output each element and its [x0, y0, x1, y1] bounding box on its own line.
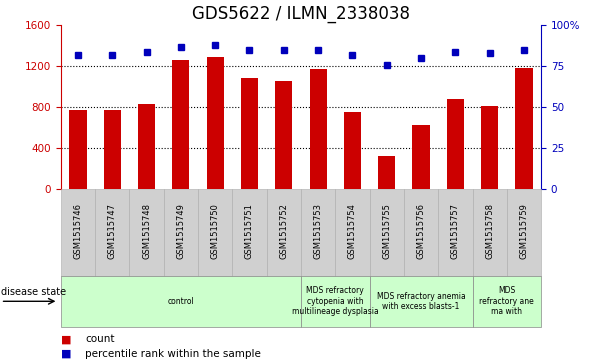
Text: percentile rank within the sample: percentile rank within the sample: [85, 349, 261, 359]
Bar: [104, 110, 121, 189]
Bar: [507, 189, 541, 276]
Title: GDS5622 / ILMN_2338038: GDS5622 / ILMN_2338038: [192, 5, 410, 23]
Bar: [309, 69, 326, 189]
Bar: [241, 78, 258, 189]
Bar: [472, 189, 507, 276]
Bar: [481, 106, 498, 189]
Text: MDS refractory anemia
with excess blasts-1: MDS refractory anemia with excess blasts…: [377, 291, 465, 311]
Text: ■: ■: [61, 349, 71, 359]
Bar: [95, 189, 130, 276]
Bar: [335, 189, 370, 276]
Text: GSM1515749: GSM1515749: [176, 203, 185, 258]
Bar: [344, 112, 361, 189]
Bar: [61, 189, 95, 276]
Text: control: control: [168, 297, 194, 306]
Bar: [164, 189, 198, 276]
Text: ■: ■: [61, 334, 71, 344]
Bar: [301, 189, 335, 276]
Text: GSM1515747: GSM1515747: [108, 203, 117, 258]
Bar: [207, 57, 224, 189]
Bar: [438, 189, 472, 276]
Bar: [472, 276, 541, 327]
Text: GSM1515751: GSM1515751: [245, 203, 254, 258]
Bar: [447, 99, 464, 189]
Bar: [301, 276, 370, 327]
Bar: [130, 189, 164, 276]
Bar: [412, 126, 430, 189]
Text: MDS refractory
cytopenia with
multilineage dysplasia: MDS refractory cytopenia with multilinea…: [292, 286, 379, 316]
Text: GSM1515746: GSM1515746: [74, 203, 83, 258]
Text: GSM1515759: GSM1515759: [519, 203, 528, 258]
Bar: [378, 156, 395, 189]
Bar: [61, 276, 301, 327]
Text: count: count: [85, 334, 115, 344]
Bar: [516, 68, 533, 189]
Bar: [404, 189, 438, 276]
Text: disease state: disease state: [1, 287, 66, 297]
Bar: [69, 110, 86, 189]
Bar: [198, 189, 232, 276]
Text: GSM1515748: GSM1515748: [142, 203, 151, 258]
Bar: [267, 189, 301, 276]
Text: GSM1515757: GSM1515757: [451, 203, 460, 258]
Text: GSM1515756: GSM1515756: [416, 203, 426, 258]
Bar: [370, 189, 404, 276]
Bar: [275, 81, 292, 189]
Bar: [138, 104, 155, 189]
Text: GSM1515753: GSM1515753: [314, 203, 323, 258]
Bar: [172, 60, 190, 189]
Text: MDS
refractory ane
ma with: MDS refractory ane ma with: [480, 286, 534, 316]
Text: GSM1515752: GSM1515752: [279, 203, 288, 258]
Text: GSM1515758: GSM1515758: [485, 203, 494, 258]
Text: GSM1515754: GSM1515754: [348, 203, 357, 258]
Text: GSM1515750: GSM1515750: [211, 203, 219, 258]
Text: GSM1515755: GSM1515755: [382, 203, 391, 258]
Bar: [370, 276, 472, 327]
Bar: [232, 189, 267, 276]
